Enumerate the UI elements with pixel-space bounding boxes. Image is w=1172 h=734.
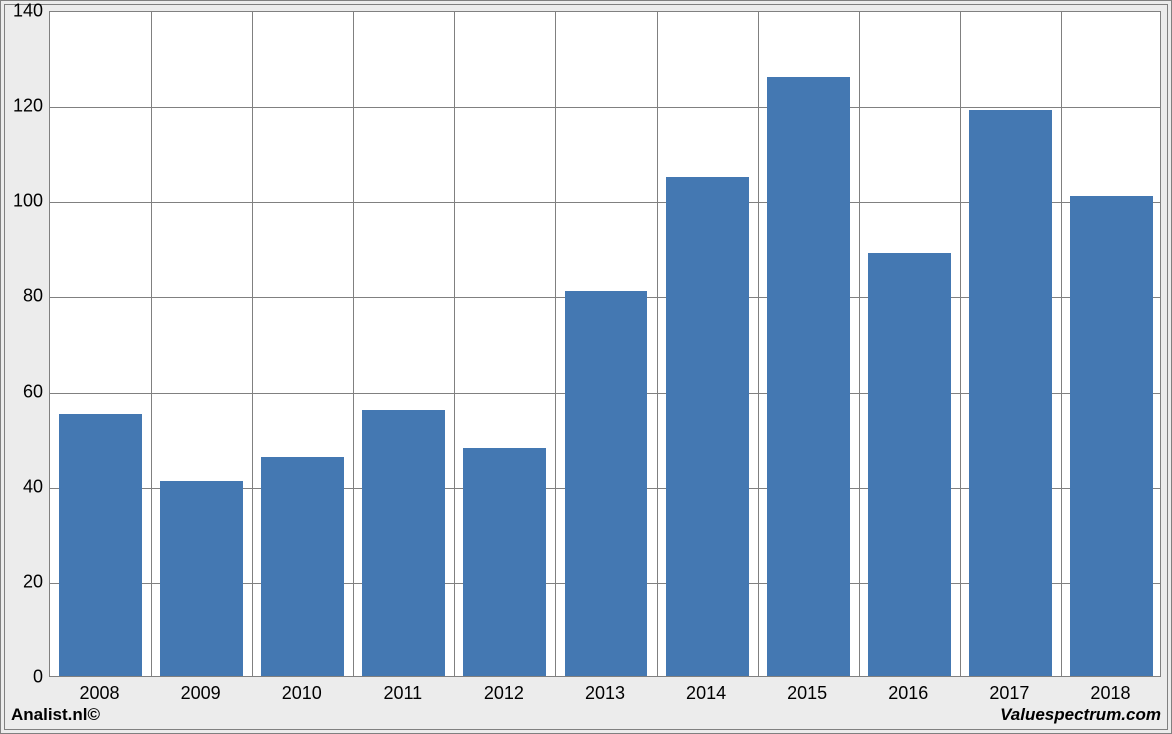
bar [261, 457, 344, 676]
footer-right-credit: Valuespectrum.com [1000, 705, 1161, 725]
x-tick-label: 2013 [585, 683, 625, 704]
footer-left-credit: Analist.nl© [11, 705, 100, 725]
x-tick-label: 2008 [80, 683, 120, 704]
bar [362, 410, 445, 676]
x-tick-label: 2014 [686, 683, 726, 704]
y-tick-label: 20 [5, 571, 43, 592]
y-tick-label: 120 [5, 96, 43, 117]
gridline-v [1061, 12, 1062, 676]
bar [59, 414, 142, 676]
gridline-v [758, 12, 759, 676]
x-tick-label: 2018 [1090, 683, 1130, 704]
bar [160, 481, 243, 676]
gridline-v [555, 12, 556, 676]
y-tick-label: 60 [5, 381, 43, 402]
bar [1070, 196, 1153, 676]
gridline-v [151, 12, 152, 676]
x-tick-label: 2015 [787, 683, 827, 704]
bar [767, 77, 850, 676]
bar [565, 291, 648, 676]
gridline-v [353, 12, 354, 676]
bar [666, 177, 749, 677]
gridline-v [960, 12, 961, 676]
y-tick-label: 140 [5, 1, 43, 22]
bar [969, 110, 1052, 676]
chart-outer-frame: Analist.nl© Valuespectrum.com 0 20 40 60 80 1… [0, 0, 1172, 734]
gridline-v [859, 12, 860, 676]
bar [868, 253, 951, 676]
gridline-v [657, 12, 658, 676]
y-tick-label: 40 [5, 476, 43, 497]
y-tick-label: 100 [5, 191, 43, 212]
x-tick-label: 2009 [181, 683, 221, 704]
x-tick-label: 2011 [383, 683, 422, 704]
x-tick-label: 2010 [282, 683, 322, 704]
y-tick-label: 0 [5, 667, 43, 688]
y-tick-label: 80 [5, 286, 43, 307]
x-tick-label: 2017 [989, 683, 1029, 704]
plot-area [49, 11, 1161, 677]
chart-inner-frame: Analist.nl© Valuespectrum.com 0 20 40 60 80 1… [4, 4, 1168, 730]
x-tick-label: 2016 [888, 683, 928, 704]
gridline-h [50, 107, 1160, 108]
x-tick-label: 2012 [484, 683, 524, 704]
bar [463, 448, 546, 676]
gridline-v [454, 12, 455, 676]
gridline-v [252, 12, 253, 676]
